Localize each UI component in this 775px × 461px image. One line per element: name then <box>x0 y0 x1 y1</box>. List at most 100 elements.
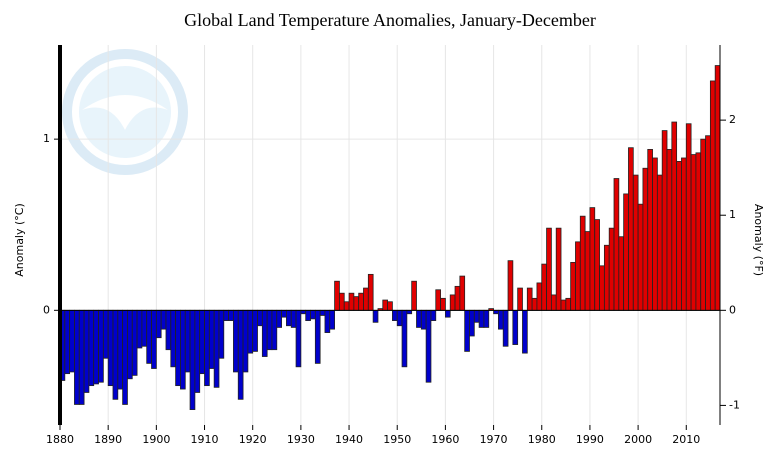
y-tick-label: 1 <box>43 132 50 145</box>
bar <box>208 309 215 369</box>
bar <box>459 275 466 311</box>
bar <box>261 309 268 357</box>
bar <box>632 174 639 311</box>
chart-title: Global Land Temperature Anomalies, Janua… <box>184 10 596 30</box>
bar <box>180 309 186 390</box>
bar <box>594 219 600 311</box>
bar <box>676 160 682 311</box>
x-tick-label: 1890 <box>94 433 122 446</box>
y2-tick-label: -1 <box>729 398 740 411</box>
bar <box>358 292 364 311</box>
bar <box>628 147 634 311</box>
y-axis-label: Anomaly (°C) <box>13 203 26 277</box>
bar <box>271 309 278 351</box>
bar <box>117 309 124 390</box>
bar <box>483 309 490 328</box>
logo-ring <box>62 49 188 175</box>
bar <box>454 285 461 311</box>
bar <box>671 121 678 311</box>
bar <box>425 309 432 383</box>
bar <box>348 292 355 311</box>
bar <box>416 309 422 328</box>
bar <box>367 273 374 311</box>
bar <box>681 157 687 311</box>
bar <box>184 309 191 373</box>
x-tick-label: 1930 <box>287 433 315 446</box>
bar <box>78 309 85 405</box>
bar <box>141 309 148 347</box>
bar <box>575 241 581 311</box>
bar <box>290 309 297 328</box>
x-tick-label: 1910 <box>191 433 219 446</box>
bar <box>136 309 143 349</box>
bar <box>228 309 234 321</box>
bar <box>310 309 316 320</box>
bar <box>406 309 413 315</box>
bar <box>536 282 543 311</box>
bar <box>531 297 538 311</box>
bar <box>705 135 711 311</box>
bar <box>555 227 562 311</box>
bar <box>469 309 475 337</box>
bar <box>623 193 629 311</box>
bar <box>266 309 273 351</box>
bar <box>353 296 360 311</box>
bar <box>642 167 649 311</box>
bar <box>464 309 470 352</box>
bar <box>661 130 668 311</box>
bar <box>363 287 369 311</box>
bar <box>420 309 427 330</box>
bar <box>146 309 152 364</box>
logo-watermark <box>62 49 188 175</box>
bar <box>237 309 244 400</box>
bar <box>435 289 441 311</box>
bar <box>666 149 673 311</box>
bar <box>579 215 586 311</box>
bar <box>257 309 263 327</box>
bar <box>88 309 95 387</box>
bar <box>204 309 210 387</box>
bar <box>223 309 230 321</box>
bar <box>608 227 615 311</box>
bar <box>242 309 249 373</box>
bar <box>314 309 321 364</box>
bar <box>175 309 181 387</box>
bar <box>329 309 335 330</box>
bar <box>685 123 692 311</box>
bar <box>334 280 340 311</box>
bar <box>98 309 104 383</box>
bar <box>550 294 557 311</box>
x-tick-label: 1960 <box>431 433 459 446</box>
bar <box>295 309 302 368</box>
bar <box>252 309 258 352</box>
bar <box>522 309 528 354</box>
bar <box>155 309 162 339</box>
bar <box>526 287 533 311</box>
bar <box>709 80 716 311</box>
bar <box>93 309 99 385</box>
bar <box>170 309 177 368</box>
bar <box>382 299 388 311</box>
y2-tick-label: 2 <box>729 113 736 126</box>
bar <box>714 65 721 311</box>
bar <box>102 309 109 359</box>
bar <box>112 309 119 400</box>
bar <box>319 309 326 316</box>
bar <box>700 138 706 311</box>
bar <box>560 299 567 311</box>
bar <box>541 263 547 311</box>
bar <box>690 154 697 311</box>
bar <box>392 309 398 321</box>
x-tick-label: 1980 <box>528 433 556 446</box>
bar <box>652 157 658 311</box>
x-tick-label: 1880 <box>46 433 74 446</box>
bar <box>74 309 80 405</box>
bar <box>213 309 220 388</box>
y2-tick-label: 1 <box>729 208 736 221</box>
bar <box>449 294 456 311</box>
bar <box>656 174 663 311</box>
x-tick-label: 1990 <box>576 433 604 446</box>
bar <box>300 309 307 315</box>
bar <box>396 309 403 327</box>
